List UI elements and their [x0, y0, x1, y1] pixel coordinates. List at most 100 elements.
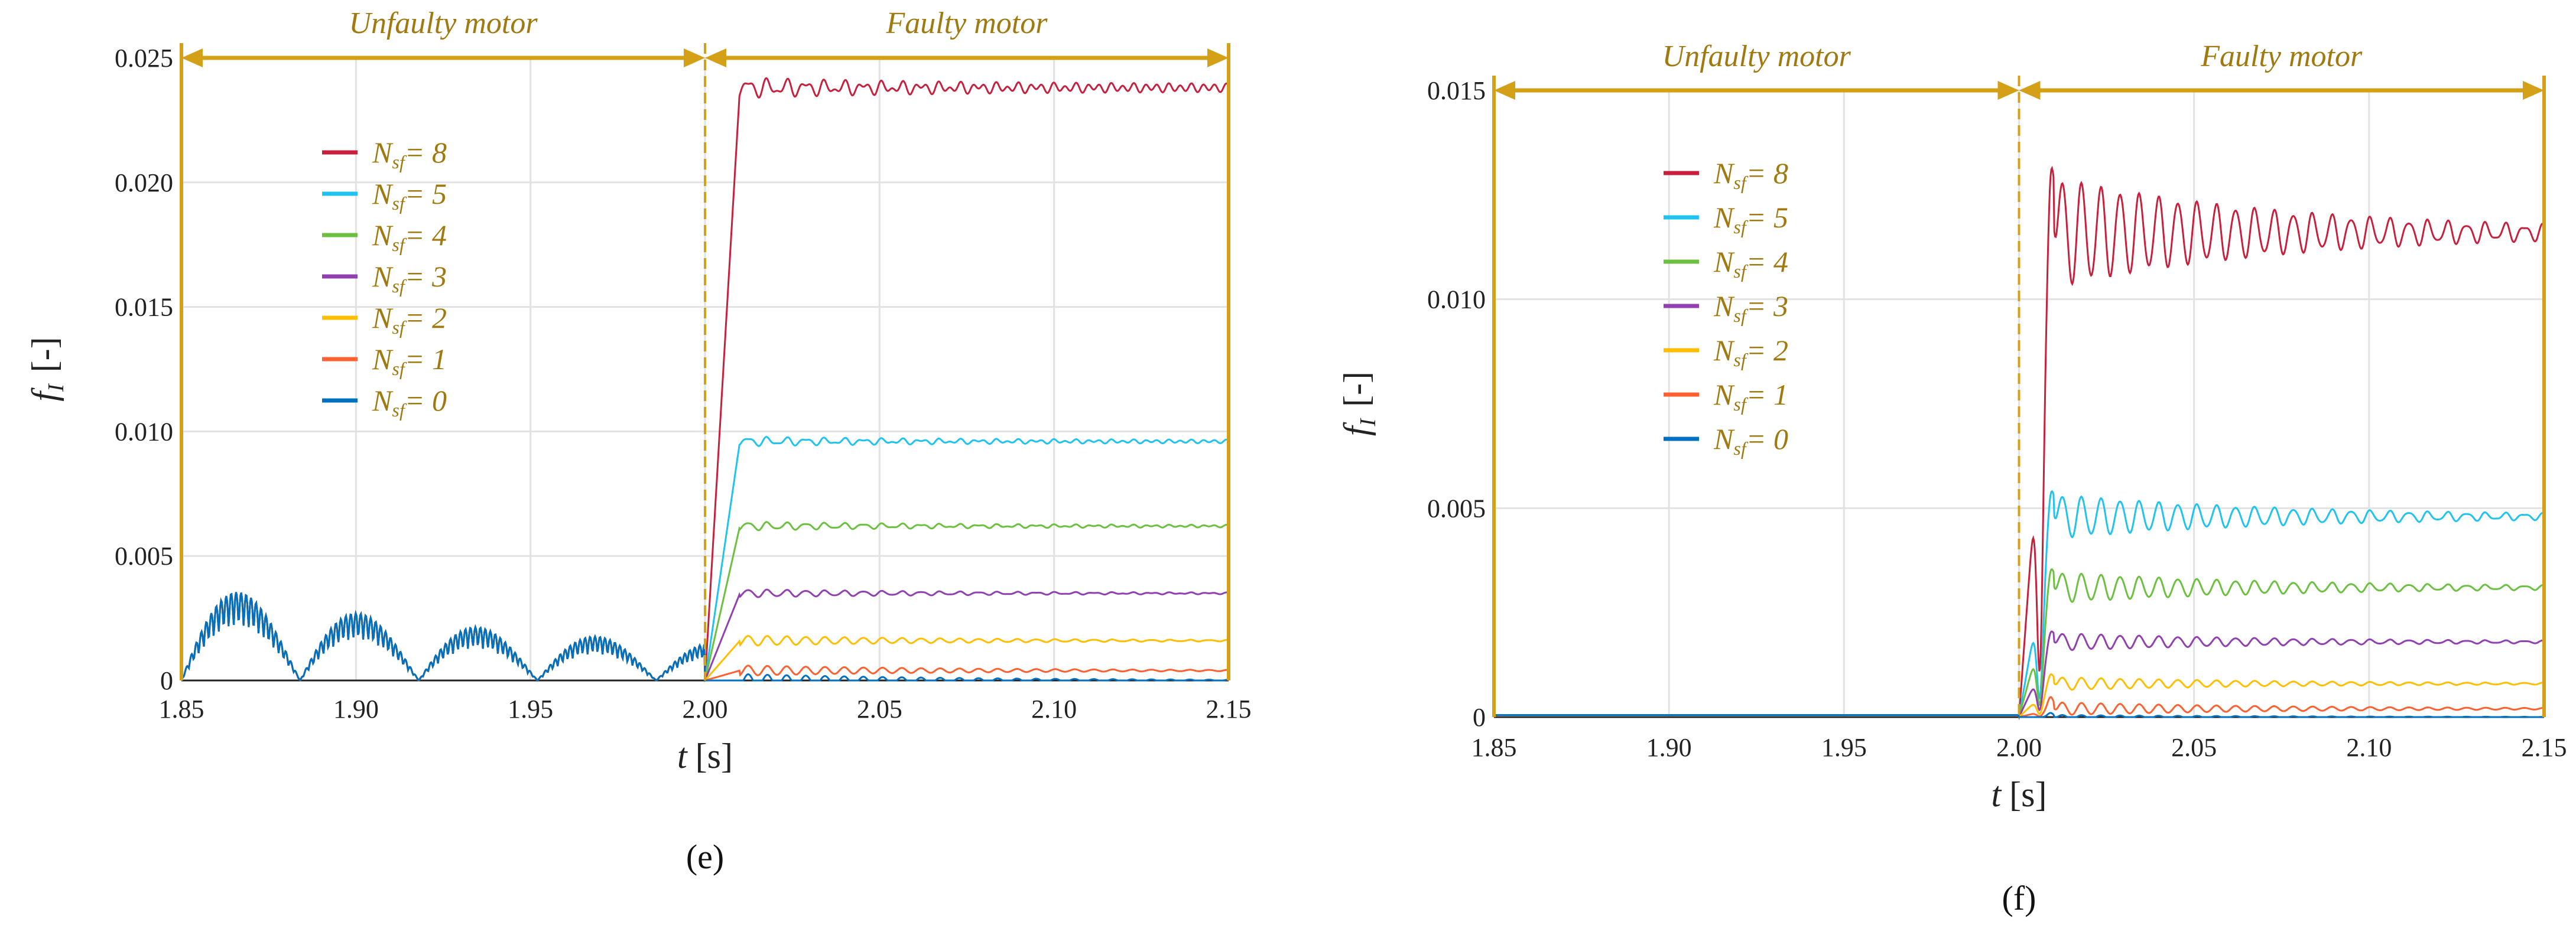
legend-label: Nsf= 1: [372, 343, 447, 379]
y-tick-label: 0.005: [1427, 494, 1486, 523]
legend-sub: sf: [392, 399, 407, 421]
x-tick-label: 2.05: [857, 695, 902, 724]
arrowhead-icon: [181, 48, 203, 67]
x-tick-label: 1.85: [1471, 733, 1517, 762]
legend-label: Nsf= 4: [1713, 245, 1788, 282]
legend-var: N: [1713, 201, 1735, 234]
y-axis-sub: I: [44, 383, 69, 392]
legend-sub: sf: [1733, 260, 1748, 282]
legend-var: N: [1713, 245, 1735, 278]
legend-sub: sf: [392, 358, 407, 379]
y-tick-label: 0.005: [115, 542, 173, 571]
panel-caption: (e): [686, 838, 724, 876]
legend-label: Nsf= 1: [1713, 378, 1788, 415]
legend-var: N: [1713, 334, 1735, 367]
arrowhead-icon: [1997, 81, 2019, 100]
legend-label: Nsf= 5: [1713, 201, 1788, 237]
arrowhead-icon: [2019, 81, 2041, 100]
legend-sub: sf: [1733, 438, 1748, 459]
legend-value: = 4: [405, 219, 447, 252]
y-tick-label: 0: [1473, 703, 1486, 732]
x-tick-label: 2.10: [1031, 695, 1077, 724]
faulty-motor-label: Faulty motor: [2200, 40, 2363, 73]
series-line-nsf0: [1494, 712, 2544, 718]
legend-sub: sf: [1733, 305, 1748, 326]
legend-label: Nsf= 8: [1713, 157, 1788, 193]
x-tick-label: 1.85: [159, 695, 204, 724]
legend-sub: sf: [1733, 172, 1748, 193]
y-tick-label: 0: [160, 666, 173, 695]
legend-label: Nsf= 0: [372, 384, 447, 421]
y-axis-label: fI[-]: [25, 337, 69, 401]
x-tick-label: 1.95: [508, 695, 553, 724]
x-tick-label: 1.95: [1821, 733, 1867, 762]
legend-value: = 5: [1746, 201, 1788, 234]
x-tick-label: 1.90: [333, 695, 379, 724]
y-axis-unit: [-]: [25, 337, 64, 372]
legend-sub: sf: [1733, 349, 1748, 370]
x-tick-label: 2.15: [2522, 733, 2567, 762]
unfaulty-motor-label: Unfaulty motor: [1662, 40, 1851, 73]
y-axis-sub: I: [1356, 417, 1380, 426]
x-axis-unit: [s]: [2009, 775, 2046, 814]
unfaulty-motor-label: Unfaulty motor: [349, 6, 538, 40]
y-axis-label: fI[-]: [1337, 372, 1380, 436]
legend-sub: sf: [392, 317, 407, 338]
x-axis-label: t [s]: [1992, 775, 2047, 814]
x-tick-label: 2.05: [2171, 733, 2217, 762]
legend-var: N: [372, 260, 394, 293]
legend-value: = 1: [405, 343, 447, 376]
y-tick-label: 0.020: [115, 168, 173, 197]
legend-var: N: [372, 136, 394, 169]
legend-value: = 2: [405, 301, 447, 334]
legend-sub: sf: [1733, 216, 1748, 237]
legend-var: N: [372, 343, 394, 376]
x-axis-unit: [s]: [696, 737, 733, 776]
legend-var: N: [372, 177, 394, 210]
y-tick-label: 0.015: [1427, 76, 1486, 105]
legend-var: N: [1713, 422, 1735, 455]
x-tick-label: 2.10: [2346, 733, 2392, 762]
y-tick-label: 0.025: [115, 44, 173, 73]
arrowhead-icon: [1207, 48, 1229, 67]
legend-value: = 1: [1746, 378, 1788, 411]
x-axis-var: t: [1992, 775, 2002, 814]
legend-var: N: [1713, 378, 1735, 411]
y-tick-label: 0.010: [1427, 285, 1486, 314]
legend-sub: sf: [1733, 393, 1748, 415]
legend-value: = 3: [405, 260, 447, 293]
chart-panel-e: 1.85 1.90 1.95 2.00 2.05 2.10 2.15 0 0.005 0.010 0…: [25, 6, 1252, 876]
legend-sub: sf: [392, 275, 407, 297]
legend-var: N: [1713, 157, 1735, 190]
y-tick-label: 0.010: [115, 417, 173, 446]
legend-var: N: [372, 219, 394, 252]
legend-label: Nsf= 8: [372, 136, 447, 172]
x-axis-label: t [s]: [677, 737, 733, 776]
legend-var: N: [372, 384, 394, 417]
y-tick-label: 0.015: [115, 293, 173, 322]
legend-value: = 8: [1746, 157, 1788, 190]
x-tick-label: 2.00: [683, 695, 728, 724]
x-axis-var: t: [677, 737, 688, 776]
legend-label: Nsf= 3: [1713, 289, 1788, 326]
y-axis-unit: [-]: [1337, 372, 1376, 407]
panel-caption: (f): [2002, 879, 2036, 917]
legend-label: Nsf= 4: [372, 219, 447, 255]
x-tick-label: 1.90: [1646, 733, 1692, 762]
legend-var: N: [372, 301, 394, 334]
legend-value: = 3: [1746, 289, 1788, 323]
legend-value: = 0: [1746, 422, 1788, 455]
legend-label: Nsf= 2: [1713, 334, 1788, 370]
legend-sub: sf: [392, 234, 407, 255]
x-tick-label: 2.15: [1206, 695, 1252, 724]
arrowhead-icon: [705, 48, 726, 67]
arrowhead-icon: [684, 48, 705, 67]
x-tick-label: 2.00: [1996, 733, 2042, 762]
legend-value: = 2: [1746, 334, 1788, 367]
legend-value: = 4: [1746, 245, 1788, 278]
legend-value: = 0: [405, 384, 447, 417]
legend-var: N: [1713, 289, 1735, 323]
legend-value: = 8: [405, 136, 447, 169]
legend-label: Nsf= 5: [372, 177, 447, 214]
